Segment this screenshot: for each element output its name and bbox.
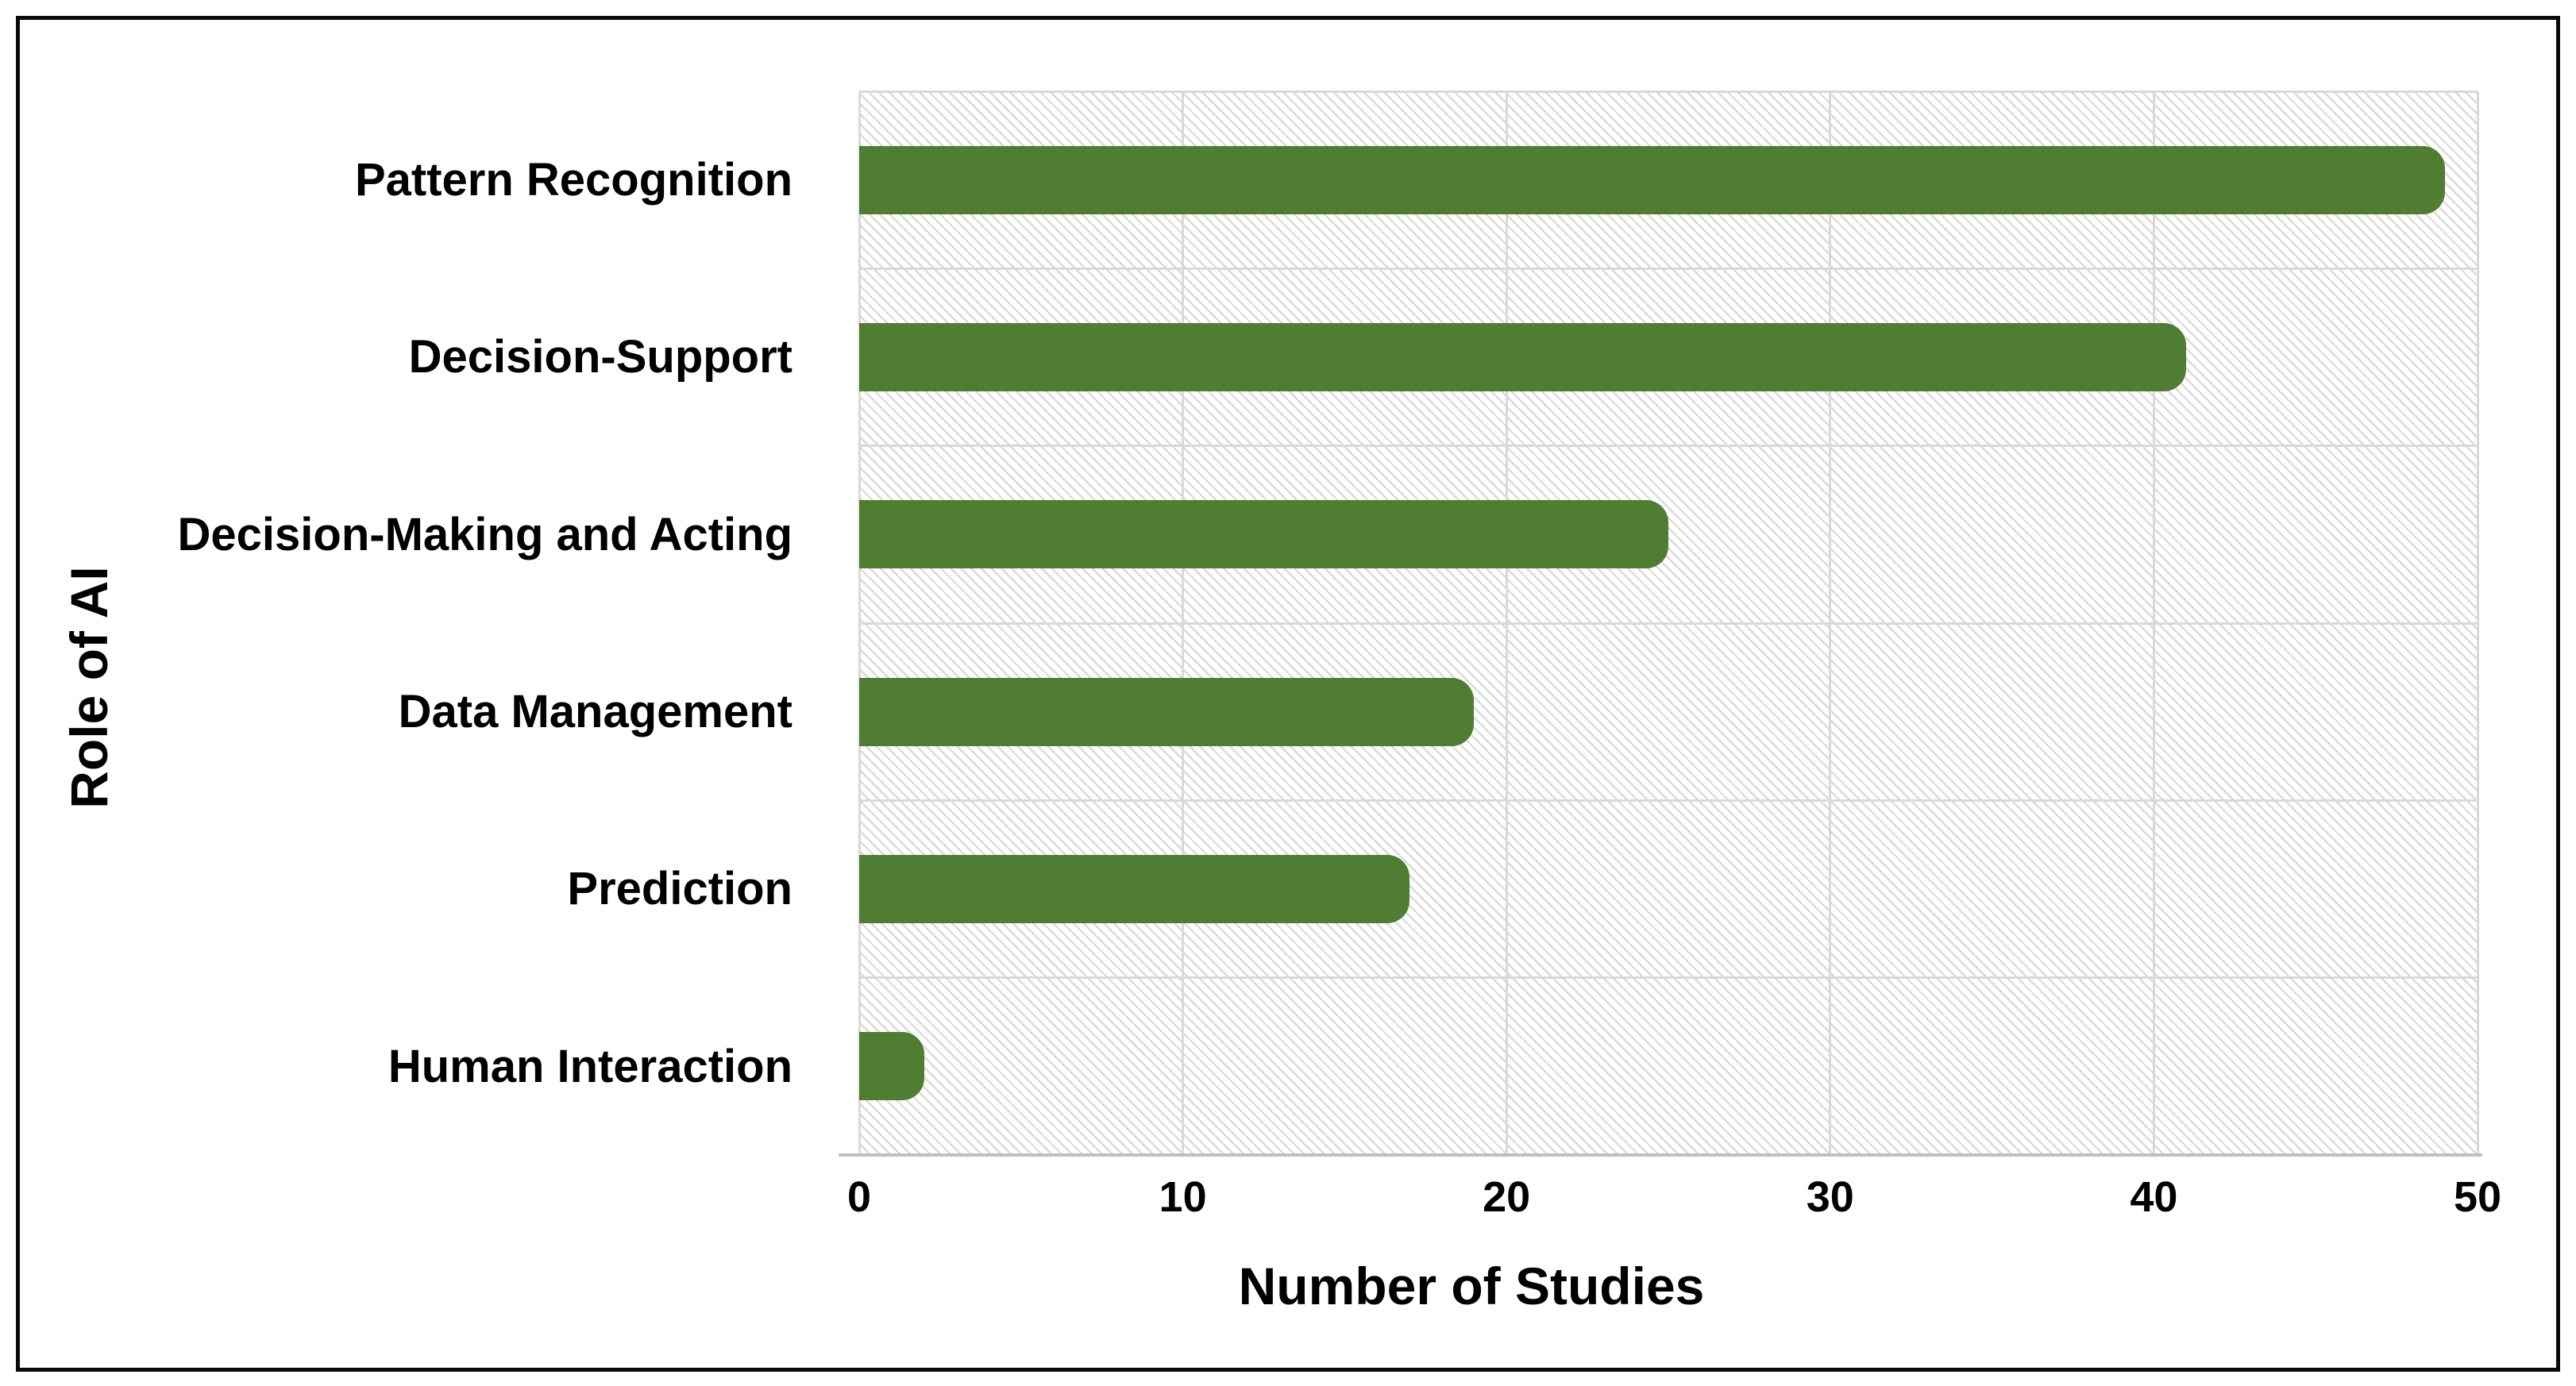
category-label: Decision-Making and Acting bbox=[177, 508, 792, 560]
plot-area bbox=[858, 90, 2479, 1157]
h-gridline bbox=[859, 445, 2478, 448]
bar bbox=[859, 500, 1668, 569]
x-tick-label: 10 bbox=[1159, 1173, 1207, 1221]
y-axis-title: Role of AI bbox=[60, 566, 118, 809]
h-gridline bbox=[859, 799, 2478, 802]
bar bbox=[859, 677, 1475, 746]
x-axis-title: Number of Studies bbox=[1238, 1257, 1705, 1315]
x-tick-label: 0 bbox=[846, 1173, 872, 1221]
x-tick-label: 40 bbox=[2130, 1173, 2178, 1221]
v-gridline bbox=[2476, 91, 2479, 1155]
category-label: Pattern Recognition bbox=[354, 154, 792, 206]
x-axis-line bbox=[839, 1153, 2482, 1157]
x-tick-label: 50 bbox=[2453, 1173, 2502, 1221]
category-axis: Pattern Recognition Decision-Support Decis… bbox=[0, 91, 826, 1155]
category-label: Decision-Support bbox=[408, 331, 792, 383]
category-label: Data Management bbox=[398, 686, 792, 738]
h-gridline bbox=[859, 976, 2478, 980]
bar bbox=[859, 323, 2187, 391]
bar bbox=[859, 855, 1409, 923]
x-tick-label: 20 bbox=[1483, 1173, 1531, 1221]
x-tick-label: 30 bbox=[1806, 1173, 1854, 1221]
category-label: Human Interaction bbox=[388, 1040, 792, 1092]
category-label: Prediction bbox=[567, 863, 792, 915]
h-gridline bbox=[859, 267, 2478, 270]
x-axis-ticks: 0 10 20 30 40 50 bbox=[847, 1173, 2501, 1221]
bar bbox=[859, 1032, 924, 1101]
bar bbox=[859, 145, 2446, 214]
h-gridline bbox=[859, 90, 2478, 93]
h-gridline bbox=[859, 622, 2478, 625]
